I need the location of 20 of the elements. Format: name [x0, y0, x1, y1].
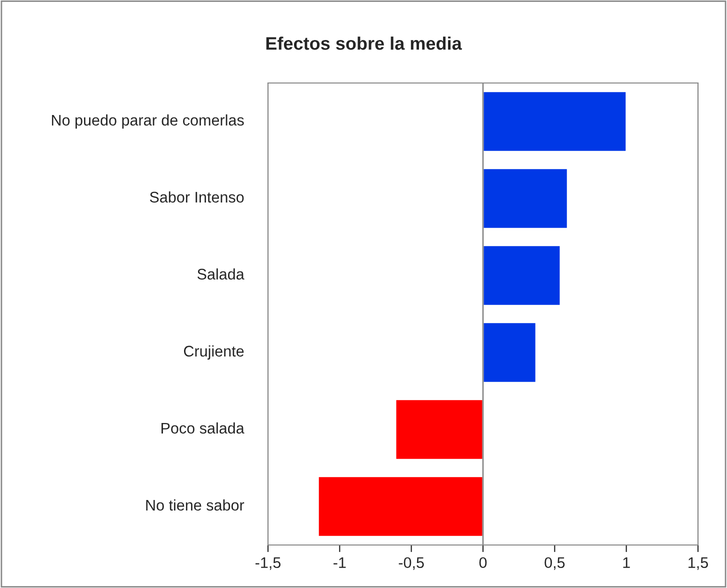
bar: [482, 168, 568, 230]
y-tick-label: Poco salada: [162, 422, 244, 434]
bar: [482, 244, 562, 306]
x-tick-label: 0,5: [544, 557, 565, 570]
x-tick-label: -1: [334, 557, 346, 568]
x-tick-label: 1,5: [688, 557, 708, 570]
bar: [394, 398, 484, 460]
y-tick-label: Crujiente: [184, 345, 244, 360]
y-tick-label: No puedo parar de comerlas: [52, 114, 244, 129]
bar: [482, 90, 628, 152]
y-tick-label: Salada: [197, 268, 244, 280]
x-tick-label: -0,5: [398, 557, 424, 570]
x-tick-label: -1,5: [256, 557, 281, 570]
chart-title: Efectos sobre la media: [266, 36, 462, 50]
y-tick-label: Sabor Intenso: [150, 191, 244, 203]
y-tick-label: No tiene sabor: [146, 499, 244, 511]
x-tick-label: 1: [623, 557, 630, 568]
x-tick-label: 0: [479, 557, 487, 568]
bar: [482, 322, 537, 384]
bar: [317, 476, 484, 538]
